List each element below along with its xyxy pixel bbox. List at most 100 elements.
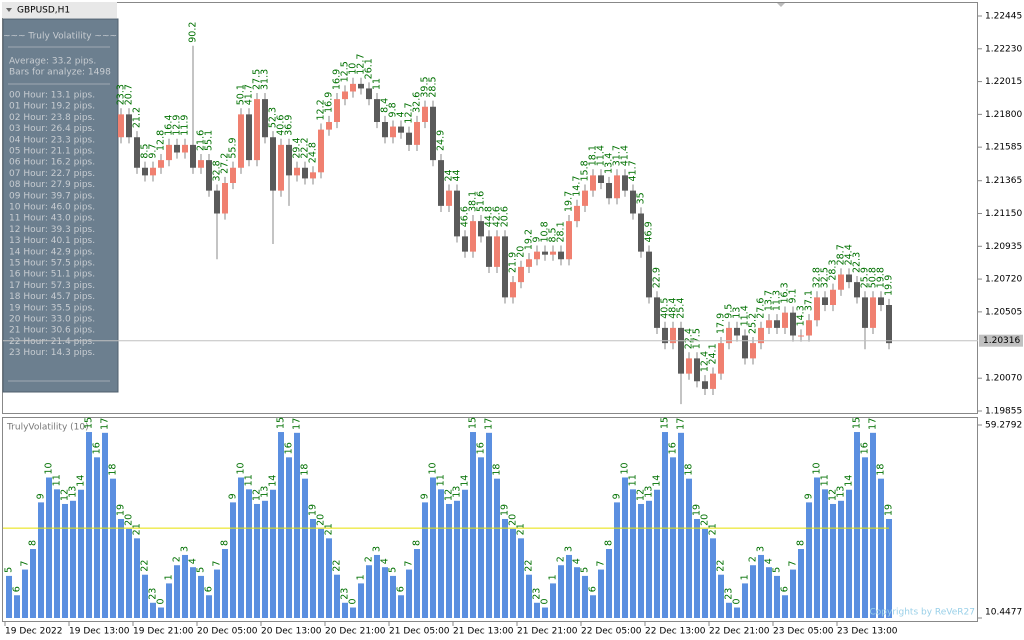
volatility-bar [478,457,484,618]
y-tick-label: 1.20720 [985,275,1022,285]
volatility-bar [694,518,700,618]
y-tick-label: 1.21365 [985,176,1022,186]
hour-label: 7 [212,561,223,567]
hour-label: 18 [492,464,503,476]
hour-label: 10 [812,462,823,474]
hour-label: 16 [476,442,487,454]
hour-label: 6 [588,586,599,592]
y-tick-label: 59.2792 [985,421,1022,431]
hour-label: 16 [284,442,295,454]
candle-body [638,213,644,252]
hour-label: 9 [228,493,239,499]
hour-label: 21 [132,523,143,535]
volatility-bar [670,457,676,618]
hour-label: 11 [820,474,831,486]
hour-label: 9 [420,493,431,499]
hour-label: 1 [356,574,367,580]
candle-label: 22.9 [652,267,663,288]
candle-body [670,327,676,344]
volatility-bar [214,569,220,618]
candle-body [262,99,268,138]
candle-label: 40.5 [660,298,671,319]
hour-label: 19 [500,504,511,516]
panel-row: 19 Hour: 35.5 pips. [9,303,95,313]
volatility-bar [190,567,196,618]
volatility-bar [438,489,444,618]
candle-body [142,167,148,176]
candle-body [886,305,892,344]
candle-body [486,236,492,267]
volatility-panel [2,18,119,393]
y-tick-label: 1.21800 [985,110,1022,120]
panel-row: 01 Hour: 19.2 pips. [9,102,95,112]
volatility-bar [302,478,308,618]
candle-body [294,167,300,176]
volatility-bar [654,489,660,618]
volatility-bar [390,575,396,618]
candle-label: 29.4 [292,137,303,158]
candle-label: 9.5 [724,304,735,319]
hour-label: 9 [612,493,623,499]
candle-label: 4 [396,111,407,117]
y-tick-label: 1.20070 [985,374,1022,384]
volatility-bar [230,502,236,618]
volatility-bar [422,502,428,618]
hour-label: 17 [484,418,495,430]
candle-label: 32.8 [812,267,823,288]
hour-label: 16 [92,442,103,454]
y-tick-label: 1.21150 [985,209,1022,219]
hour-label: 18 [684,464,695,476]
candle-body [590,175,596,191]
hour-label: 15 [660,417,671,429]
volatility-bar [358,583,364,618]
candle-label: 8.5 [548,227,559,242]
candle-label: 22.2 [300,137,311,158]
panel-row: 17 Hour: 57.3 pips. [9,281,95,291]
candle-body [206,160,212,191]
volatility-bar [574,567,580,618]
hour-label: 23 [148,588,159,600]
y-tick-label: 1.22015 [985,77,1022,87]
volatility-bar [830,503,836,618]
hour-label: 0 [156,598,167,604]
hour-label: 21 [516,523,527,535]
hour-label: 4 [572,558,583,564]
hour-label: 12 [444,489,455,501]
x-tick-label: 20 Dec 21:00 [325,627,386,637]
candle-label: 90.2 [188,22,199,43]
candle-label: 11 [372,78,383,90]
hour-label: 20 [700,514,711,526]
hour-label: 22 [332,560,343,572]
hour-label: 10 [236,462,247,474]
hour-label: 20 [508,514,519,526]
candle-label: 32.8 [212,160,223,181]
candle-label: 9.1 [788,288,799,303]
candle-body [614,175,620,199]
hour-label: 2 [748,556,759,562]
volatility-bar [734,607,740,618]
hour-label: 17 [868,418,879,430]
panel-row: 14 Hour: 42.9 pips. [9,247,95,257]
candle-label: 38.1 [468,191,479,212]
hour-label: 1 [548,574,559,580]
candle-label: 8.5 [140,144,151,159]
hour-label: 3 [180,546,191,552]
candle-label: 13 [732,307,743,319]
panel-row: 10 Hour: 46.0 pips. [9,203,95,213]
volatility-bar [862,457,868,618]
candle-label: 11.9 [180,115,191,136]
candle-body [358,83,364,89]
candle-label: 19.8 [876,267,887,288]
candle-body [710,373,716,389]
hour-label: 18 [300,464,311,476]
panel-row: 05 Hour: 21.1 pips. [9,147,95,157]
panel-row: 20 Hour: 33.0 pips. [9,315,95,325]
window-tab[interactable] [2,2,117,18]
x-tick-label: 23 Dec 05:00 [773,627,834,637]
candle-label: 15.8 [580,160,591,181]
hour-label: 6 [204,586,215,592]
hour-label: 8 [220,540,231,546]
tab-arrow[interactable] [6,8,12,12]
hour-label: 16 [860,442,871,454]
candle-body [606,182,612,199]
